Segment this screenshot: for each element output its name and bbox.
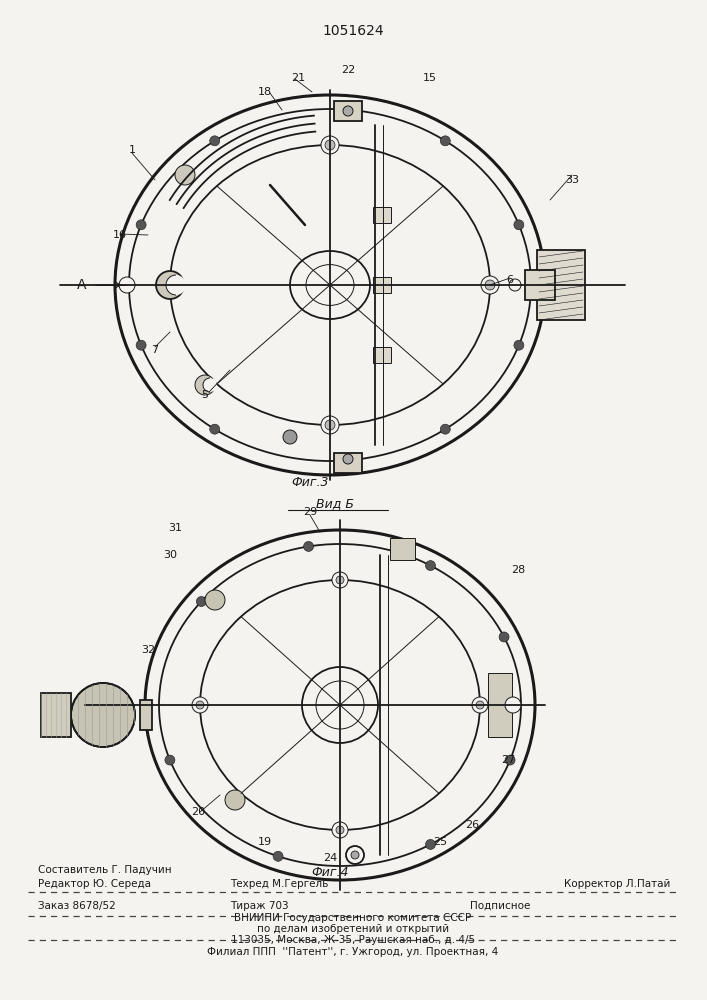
Text: 28: 28 (511, 565, 525, 575)
Circle shape (505, 755, 515, 765)
Circle shape (192, 697, 208, 713)
Circle shape (303, 541, 314, 551)
Circle shape (175, 165, 195, 185)
Circle shape (321, 416, 339, 434)
Circle shape (499, 632, 509, 642)
Bar (140, 700, 152, 730)
Bar (373, 277, 391, 293)
Text: 22: 22 (341, 65, 355, 75)
Text: 25: 25 (433, 837, 447, 847)
Text: 24: 24 (323, 853, 337, 863)
Text: 19: 19 (258, 837, 272, 847)
Text: 31: 31 (168, 523, 182, 533)
Bar (41, 693, 71, 737)
Circle shape (210, 424, 220, 434)
Text: 20: 20 (191, 807, 205, 817)
Bar (390, 538, 415, 560)
Circle shape (481, 276, 499, 294)
Circle shape (514, 220, 524, 230)
Text: 30: 30 (163, 550, 177, 560)
Bar (537, 250, 585, 320)
Text: Подписное: Подписное (470, 901, 530, 911)
Circle shape (351, 851, 359, 859)
Text: 5: 5 (201, 390, 209, 400)
Bar (334, 453, 362, 473)
Text: 29: 29 (303, 507, 317, 517)
Text: Редактор Ю. Середа: Редактор Ю. Середа (38, 879, 151, 889)
Circle shape (156, 271, 184, 299)
Circle shape (161, 276, 179, 294)
Text: по делам изобретений и открытий: по делам изобретений и открытий (257, 924, 449, 934)
Circle shape (283, 430, 297, 444)
Circle shape (472, 697, 488, 713)
Circle shape (165, 280, 175, 290)
Circle shape (205, 590, 225, 610)
Text: Техред М.Гергель: Техред М.Гергель (230, 879, 328, 889)
Circle shape (119, 277, 135, 293)
Text: 18: 18 (258, 87, 272, 97)
Text: 33: 33 (565, 175, 579, 185)
Bar (373, 207, 391, 223)
Text: Вид Б: Вид Б (316, 497, 354, 510)
Circle shape (321, 136, 339, 154)
Text: 6: 6 (506, 275, 513, 285)
Circle shape (203, 378, 217, 392)
Text: 26: 26 (465, 820, 479, 830)
Text: 15: 15 (423, 73, 437, 83)
Circle shape (426, 839, 436, 849)
Text: Корректор Л.Патай: Корректор Л.Патай (563, 879, 670, 889)
Circle shape (195, 375, 215, 395)
Text: Составитель Г. Падучин: Составитель Г. Падучин (38, 865, 172, 875)
Text: 21: 21 (291, 73, 305, 83)
Text: 1: 1 (129, 145, 136, 155)
Text: 27: 27 (501, 755, 515, 765)
Circle shape (71, 683, 135, 747)
Circle shape (343, 454, 353, 464)
FancyBboxPatch shape (488, 673, 512, 737)
Circle shape (336, 576, 344, 584)
Text: Филиал ППП  ''Патент'', г. Ужгород, ул. Проектная, 4: Филиал ППП ''Патент'', г. Ужгород, ул. П… (207, 947, 498, 957)
Circle shape (509, 279, 521, 291)
Circle shape (336, 826, 344, 834)
Circle shape (505, 697, 521, 713)
Circle shape (440, 424, 450, 434)
Text: Заказ 8678/52: Заказ 8678/52 (38, 901, 116, 911)
Circle shape (343, 106, 353, 116)
Text: 16: 16 (113, 230, 127, 240)
Circle shape (210, 136, 220, 146)
Text: Фиг.4: Фиг.4 (311, 865, 349, 879)
Circle shape (485, 280, 495, 290)
Circle shape (426, 561, 436, 571)
Circle shape (136, 220, 146, 230)
Circle shape (166, 275, 186, 295)
Text: Фиг.3: Фиг.3 (291, 476, 329, 488)
Circle shape (197, 597, 206, 607)
Circle shape (165, 755, 175, 765)
Bar (525, 270, 555, 300)
Text: A: A (77, 278, 87, 292)
Circle shape (325, 140, 335, 150)
Circle shape (332, 572, 348, 588)
Circle shape (273, 851, 283, 861)
Bar (334, 101, 362, 121)
Circle shape (196, 701, 204, 709)
Text: ВНИИПИ Государственного комитета СССР: ВНИИПИ Государственного комитета СССР (235, 913, 472, 923)
Text: 7: 7 (151, 345, 158, 355)
Circle shape (514, 340, 524, 350)
Text: Тираж 703: Тираж 703 (230, 901, 288, 911)
Text: 32: 32 (141, 645, 155, 655)
Circle shape (476, 701, 484, 709)
Text: 1051624: 1051624 (322, 24, 384, 38)
Circle shape (346, 846, 364, 864)
Circle shape (136, 340, 146, 350)
Circle shape (332, 822, 348, 838)
Text: 113035, Москва, Ж-35, Раушская наб., д. 4/5: 113035, Москва, Ж-35, Раушская наб., д. … (231, 935, 475, 945)
Circle shape (225, 790, 245, 810)
Circle shape (440, 136, 450, 146)
Circle shape (325, 420, 335, 430)
Bar (373, 347, 391, 363)
